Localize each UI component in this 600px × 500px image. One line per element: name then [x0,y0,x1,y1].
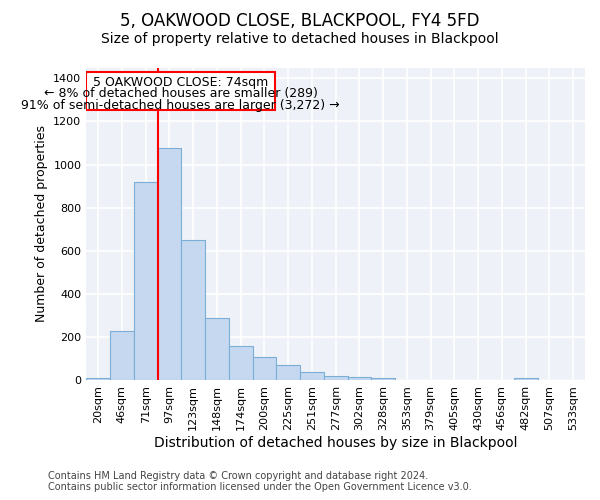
Text: 91% of semi-detached houses are larger (3,272) →: 91% of semi-detached houses are larger (… [22,98,340,112]
Bar [86,378,110,380]
Bar [324,376,347,380]
Bar [276,366,300,380]
Text: Contains HM Land Registry data © Crown copyright and database right 2024.
Contai: Contains HM Land Registry data © Crown c… [48,471,472,492]
Bar [300,372,324,380]
Bar [514,378,538,380]
Bar [371,378,395,380]
FancyBboxPatch shape [86,72,275,110]
Bar [110,331,134,380]
Bar [205,318,229,380]
Y-axis label: Number of detached properties: Number of detached properties [35,126,48,322]
Bar [158,148,181,380]
Text: 5, OAKWOOD CLOSE, BLACKPOOL, FY4 5FD: 5, OAKWOOD CLOSE, BLACKPOOL, FY4 5FD [120,12,480,30]
Text: 5 OAKWOOD CLOSE: 74sqm: 5 OAKWOOD CLOSE: 74sqm [93,76,268,89]
Bar [253,357,276,380]
Bar [134,182,158,380]
Bar [181,240,205,380]
Text: ← 8% of detached houses are smaller (289): ← 8% of detached houses are smaller (289… [44,88,317,101]
Bar [347,376,371,380]
Bar [229,346,253,380]
Text: Size of property relative to detached houses in Blackpool: Size of property relative to detached ho… [101,32,499,46]
X-axis label: Distribution of detached houses by size in Blackpool: Distribution of detached houses by size … [154,436,517,450]
